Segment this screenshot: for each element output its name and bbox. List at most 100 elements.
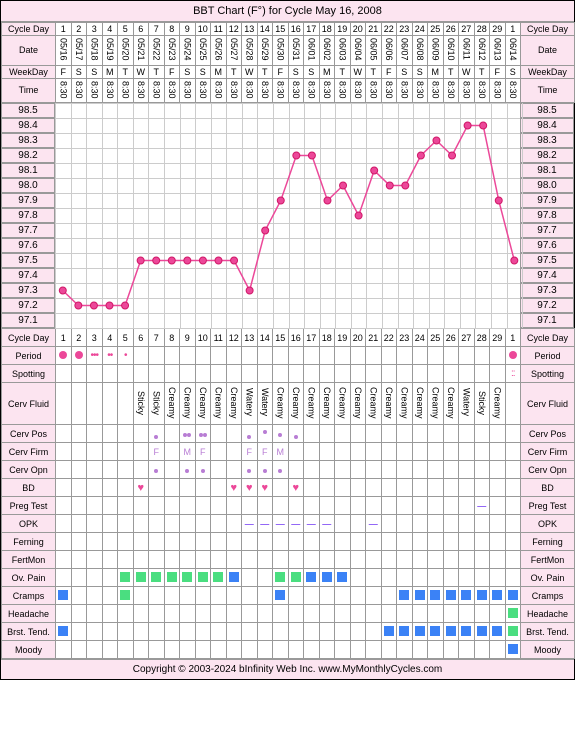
cell [366, 425, 382, 443]
cell [149, 605, 165, 623]
cell: 12 [226, 23, 242, 36]
cell [56, 551, 72, 569]
cell [180, 515, 196, 533]
cell [71, 533, 87, 551]
cell: 7 [149, 329, 165, 347]
cell [505, 497, 521, 515]
cell [273, 623, 289, 641]
cell [273, 461, 289, 479]
temp-label-r: 98.5 [520, 103, 574, 118]
tracker-label: Ov. Pain [2, 569, 56, 587]
cell [505, 641, 521, 659]
cell [226, 605, 242, 623]
cell [257, 425, 273, 443]
cell: S [412, 65, 428, 78]
cell [319, 347, 335, 365]
cell [273, 569, 289, 587]
cell [211, 347, 227, 365]
cell [335, 533, 351, 551]
cell: :: [505, 365, 521, 383]
time-cell: 8:30 [412, 78, 428, 103]
cell [71, 515, 87, 533]
time-cell: 8:30 [257, 78, 273, 103]
cell [102, 587, 118, 605]
cell [211, 605, 227, 623]
cell [335, 425, 351, 443]
cell [443, 365, 459, 383]
cell [412, 347, 428, 365]
cell [459, 569, 475, 587]
cell [226, 425, 242, 443]
cell: — [304, 515, 320, 533]
cell [443, 497, 459, 515]
tracker-label-r: Preg Test [521, 497, 575, 515]
cell [211, 497, 227, 515]
cell [71, 605, 87, 623]
cell [273, 425, 289, 443]
cell [226, 443, 242, 461]
temp-label-r: 97.7 [520, 223, 574, 238]
time-cell: 8:30 [87, 78, 103, 103]
cell: Creamy [350, 383, 366, 425]
cell [273, 587, 289, 605]
date-cell: 06/06 [381, 36, 397, 66]
tracker-row-opk: OPK———————OPK [2, 515, 575, 533]
cell [118, 605, 134, 623]
cell [505, 587, 521, 605]
cell: ♥ [257, 479, 273, 497]
cell [56, 497, 72, 515]
cell [71, 347, 87, 365]
cell: 2 [71, 23, 87, 36]
cell: Watery [242, 383, 258, 425]
cell: 10 [195, 23, 211, 36]
cell: 9 [180, 329, 196, 347]
cell: F [381, 65, 397, 78]
cell [505, 347, 521, 365]
tracker-row-bd: BD♥♥♥♥♥BD [2, 479, 575, 497]
cell [242, 365, 258, 383]
cell [350, 443, 366, 461]
tracker-row-headache: HeadacheHeadache [2, 605, 575, 623]
cell [319, 443, 335, 461]
cell [304, 443, 320, 461]
cell: Creamy [288, 383, 304, 425]
cell: ♥ [133, 479, 149, 497]
cell [149, 515, 165, 533]
cell [304, 569, 320, 587]
cell [428, 347, 444, 365]
cell: 11 [211, 329, 227, 347]
cell [257, 641, 273, 659]
cell [381, 641, 397, 659]
cell [87, 443, 103, 461]
cell [149, 347, 165, 365]
cell: F [195, 443, 211, 461]
cell [412, 569, 428, 587]
cell [366, 623, 382, 641]
cell [459, 551, 475, 569]
cell [366, 479, 382, 497]
tracker-label: Period [2, 347, 56, 365]
cell [304, 533, 320, 551]
cell: Creamy [366, 383, 382, 425]
cell: Creamy [180, 383, 196, 425]
temperature-chart: 98.598.598.498.498.398.398.298.298.198.1… [1, 103, 574, 328]
cell [474, 365, 490, 383]
cell [397, 587, 413, 605]
cell [273, 347, 289, 365]
cell: Creamy [335, 383, 351, 425]
cell [242, 569, 258, 587]
cell: 19 [335, 23, 351, 36]
cell [474, 443, 490, 461]
date-cell: 05/31 [288, 36, 304, 66]
cell: 18 [319, 329, 335, 347]
temp-label-r: 97.6 [520, 238, 574, 253]
cell: Creamy [490, 383, 506, 425]
cell [474, 533, 490, 551]
cell [397, 623, 413, 641]
cell [87, 623, 103, 641]
cell [366, 641, 382, 659]
cell [195, 479, 211, 497]
cell [87, 461, 103, 479]
cell [56, 425, 72, 443]
cell [133, 365, 149, 383]
